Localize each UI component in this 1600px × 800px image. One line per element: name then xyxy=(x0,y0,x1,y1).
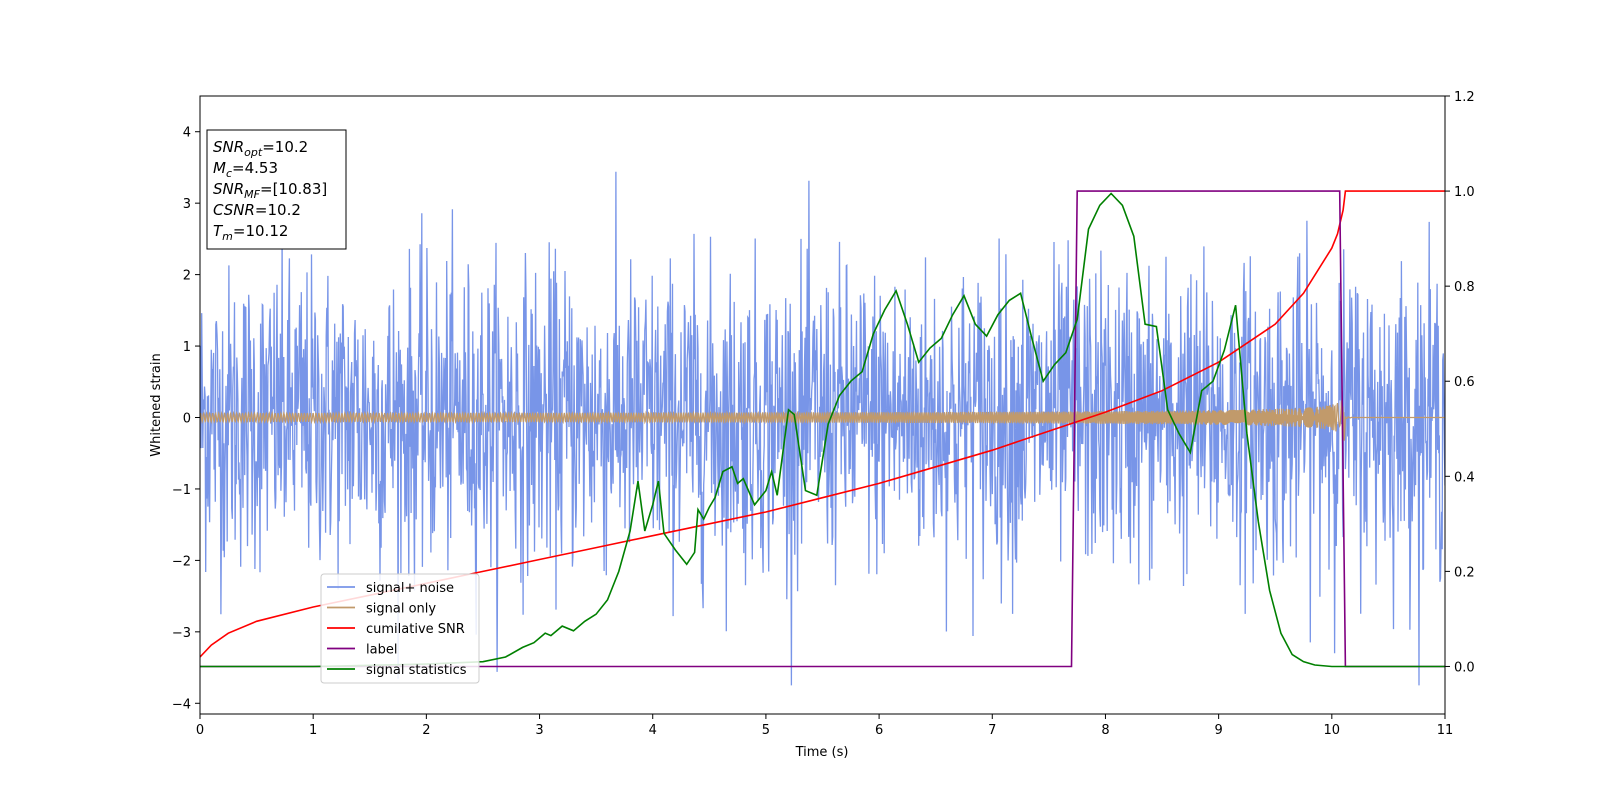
legend-label-label: label xyxy=(366,643,397,658)
x-tick-label: 6 xyxy=(875,723,883,738)
x-axis-label: Time (s) xyxy=(795,745,849,760)
x-tick-label: 8 xyxy=(1101,723,1109,738)
y2-tick-label: 1.2 xyxy=(1454,90,1475,105)
legend: signal+ noise signal only cumilative SNR la… xyxy=(320,573,480,684)
y-axis-left: −4 −3 −2 −1 0 1 2 3 4 xyxy=(172,126,200,712)
x-tick-label: 10 xyxy=(1324,723,1341,738)
annotation-line: SNRMF=[10.83] xyxy=(213,180,327,201)
y-tick-label: −1 xyxy=(172,483,191,498)
annotation-box: SNRopt=10.2Mc=4.53SNRMF=[10.83]CSNR=10.2… xyxy=(206,129,347,250)
annotation-line: SNRopt=10.2 xyxy=(213,138,308,159)
y-axis-label: Whitened strain xyxy=(149,353,164,456)
y-tick-label: 0 xyxy=(183,412,191,427)
y2-tick-label: 0.2 xyxy=(1454,565,1475,580)
x-tick-label: 2 xyxy=(422,723,430,738)
annotation-line: Tm=10.12 xyxy=(213,222,288,243)
y-tick-label: 2 xyxy=(183,269,191,284)
x-tick-label: 9 xyxy=(1214,723,1222,738)
y-axis-right: 0.0 0.2 0.4 0.6 0.8 1.0 1.2 xyxy=(1445,90,1475,675)
x-tick-label: 5 xyxy=(762,723,770,738)
x-tick-label: 11 xyxy=(1437,723,1454,738)
x-tick-label: 1 xyxy=(309,723,317,738)
annotation-line: CSNR=10.2 xyxy=(213,201,301,219)
y2-tick-label: 0.0 xyxy=(1454,660,1475,675)
annotation-frame xyxy=(206,129,347,250)
y-tick-label: 1 xyxy=(183,340,191,355)
axes-frame xyxy=(199,95,1446,715)
legend-frame xyxy=(320,573,480,684)
y-tick-label: −2 xyxy=(172,554,191,569)
legend-label-cumilative-snr: cumilative SNR xyxy=(366,622,465,637)
series-signal-only xyxy=(200,400,1445,441)
y2-tick-label: 0.4 xyxy=(1454,470,1475,485)
y-tick-label: 4 xyxy=(183,126,191,141)
legend-label-signal-statistics: signal statistics xyxy=(366,663,467,678)
x-axis: 0 1 2 3 4 5 6 7 8 9 10 11 xyxy=(196,714,1453,738)
series-signal-noise xyxy=(200,171,1445,686)
y-tick-label: −4 xyxy=(172,697,191,712)
y-tick-label: −3 xyxy=(172,626,191,641)
y2-tick-label: 1.0 xyxy=(1454,185,1475,200)
annotation-line: Mc=4.53 xyxy=(213,159,278,180)
y-tick-label: 3 xyxy=(183,197,191,212)
legend-label-signal-noise: signal+ noise xyxy=(366,581,454,596)
x-tick-label: 4 xyxy=(649,723,657,738)
y2-tick-label: 0.6 xyxy=(1454,375,1475,390)
x-tick-label: 3 xyxy=(535,723,543,738)
x-tick-label: 7 xyxy=(988,723,996,738)
x-tick-label: 0 xyxy=(196,723,204,738)
legend-label-signal-only: signal only xyxy=(366,602,436,617)
series-signal-statistics xyxy=(200,192,1445,668)
y2-tick-label: 0.8 xyxy=(1454,280,1475,295)
